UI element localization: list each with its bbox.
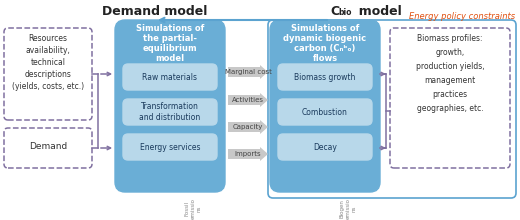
Text: equilibrium: equilibrium bbox=[142, 44, 197, 53]
Text: Combustion: Combustion bbox=[302, 108, 348, 117]
Text: Simulations of: Simulations of bbox=[136, 24, 204, 33]
Text: flows: flows bbox=[313, 54, 337, 63]
Text: production yields,: production yields, bbox=[415, 62, 484, 71]
FancyArrow shape bbox=[228, 93, 268, 107]
FancyBboxPatch shape bbox=[123, 99, 217, 125]
Text: practices: practices bbox=[433, 90, 467, 99]
Text: the partial-: the partial- bbox=[143, 34, 197, 43]
Text: Biomass profiles:: Biomass profiles: bbox=[417, 34, 483, 43]
Text: geographies, etc.: geographies, etc. bbox=[417, 104, 483, 113]
FancyArrow shape bbox=[228, 65, 268, 79]
Text: Capacity: Capacity bbox=[233, 123, 263, 130]
Text: Imports: Imports bbox=[235, 150, 262, 156]
FancyBboxPatch shape bbox=[278, 64, 372, 90]
FancyBboxPatch shape bbox=[4, 28, 92, 120]
Text: Marginal cost: Marginal cost bbox=[225, 68, 271, 75]
Text: Raw materials: Raw materials bbox=[142, 73, 198, 81]
FancyBboxPatch shape bbox=[390, 28, 510, 168]
Text: technical: technical bbox=[31, 58, 66, 67]
Text: bio: bio bbox=[338, 8, 352, 17]
Text: Energy policy constraints: Energy policy constraints bbox=[409, 12, 515, 21]
FancyBboxPatch shape bbox=[115, 20, 225, 192]
Text: carbon (Cₙᵇₒ): carbon (Cₙᵇₒ) bbox=[294, 44, 356, 53]
Text: Biomass growth: Biomass growth bbox=[294, 73, 356, 81]
Text: dynamic biogenic: dynamic biogenic bbox=[283, 34, 367, 43]
FancyArrow shape bbox=[228, 147, 268, 161]
FancyBboxPatch shape bbox=[270, 20, 380, 192]
FancyBboxPatch shape bbox=[123, 64, 217, 90]
Text: descriptions: descriptions bbox=[24, 70, 71, 79]
Text: Decay: Decay bbox=[313, 143, 337, 152]
FancyBboxPatch shape bbox=[4, 128, 92, 168]
Text: model: model bbox=[155, 54, 185, 63]
Text: Activities: Activities bbox=[232, 97, 264, 103]
Text: C: C bbox=[330, 5, 339, 18]
Text: management: management bbox=[424, 76, 476, 85]
Text: Demand model: Demand model bbox=[102, 5, 207, 18]
FancyBboxPatch shape bbox=[278, 99, 372, 125]
Text: Simulations of: Simulations of bbox=[291, 24, 359, 33]
Text: Demand: Demand bbox=[29, 141, 67, 150]
Text: Biogen
emissio
ns: Biogen emissio ns bbox=[340, 198, 356, 219]
FancyArrow shape bbox=[228, 120, 268, 134]
Text: Energy services: Energy services bbox=[140, 143, 200, 152]
Text: model: model bbox=[350, 5, 402, 18]
Text: Fossil
emissio
ns: Fossil emissio ns bbox=[185, 198, 201, 219]
Text: (yields, costs, etc.): (yields, costs, etc.) bbox=[12, 82, 84, 91]
Text: Resources: Resources bbox=[29, 34, 68, 43]
FancyBboxPatch shape bbox=[278, 134, 372, 160]
Text: availability,: availability, bbox=[25, 46, 70, 55]
FancyBboxPatch shape bbox=[123, 134, 217, 160]
Text: Transformation
and distribution: Transformation and distribution bbox=[139, 102, 201, 122]
Text: growth,: growth, bbox=[435, 48, 465, 57]
